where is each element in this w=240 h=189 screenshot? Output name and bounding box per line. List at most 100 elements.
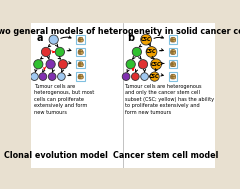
Circle shape <box>80 50 83 53</box>
Circle shape <box>78 39 81 42</box>
Circle shape <box>80 50 83 52</box>
Circle shape <box>170 64 173 67</box>
Circle shape <box>172 39 175 42</box>
Circle shape <box>173 64 176 67</box>
Circle shape <box>170 75 173 78</box>
Circle shape <box>79 52 82 54</box>
Circle shape <box>172 50 174 52</box>
Text: Cancer stem cell model: Cancer stem cell model <box>113 151 218 160</box>
Circle shape <box>171 62 174 65</box>
FancyBboxPatch shape <box>31 23 215 168</box>
Circle shape <box>141 34 151 45</box>
Circle shape <box>171 75 174 78</box>
Text: CSC: CSC <box>146 50 157 54</box>
Circle shape <box>81 52 83 54</box>
Circle shape <box>172 52 175 54</box>
Text: Tumour cells are heterogenous
and only the cancer stem cell
subset (CSC; yellow): Tumour cells are heterogenous and only t… <box>125 84 214 115</box>
Circle shape <box>170 63 173 66</box>
Circle shape <box>146 46 157 57</box>
Circle shape <box>170 76 173 79</box>
Circle shape <box>173 50 176 53</box>
Circle shape <box>80 52 83 54</box>
Circle shape <box>81 50 83 53</box>
Circle shape <box>80 64 83 67</box>
Circle shape <box>79 50 82 53</box>
Circle shape <box>141 73 148 81</box>
Circle shape <box>79 39 82 42</box>
Circle shape <box>132 73 139 81</box>
Circle shape <box>171 63 174 66</box>
Circle shape <box>173 75 176 78</box>
Circle shape <box>172 75 175 78</box>
Circle shape <box>80 74 83 77</box>
Circle shape <box>81 38 83 41</box>
Circle shape <box>172 63 175 66</box>
Circle shape <box>81 39 83 42</box>
Circle shape <box>170 38 173 41</box>
Circle shape <box>170 50 173 53</box>
Circle shape <box>39 73 47 81</box>
Text: CSC: CSC <box>151 62 162 67</box>
Circle shape <box>173 62 175 65</box>
Circle shape <box>58 73 65 81</box>
Circle shape <box>79 37 82 40</box>
Circle shape <box>171 76 174 79</box>
Circle shape <box>173 38 176 41</box>
Circle shape <box>79 62 82 65</box>
Circle shape <box>79 50 82 52</box>
Circle shape <box>46 60 55 69</box>
Circle shape <box>171 39 174 42</box>
Circle shape <box>173 63 176 66</box>
Circle shape <box>172 76 175 79</box>
Circle shape <box>171 50 174 53</box>
Circle shape <box>173 50 175 52</box>
Circle shape <box>78 75 81 78</box>
Text: a: a <box>37 33 43 43</box>
Circle shape <box>172 62 174 65</box>
Circle shape <box>173 37 175 40</box>
Circle shape <box>78 50 81 53</box>
Text: Tumour cells are
heterogenous, but most
cells can proliferate
extensively and fo: Tumour cells are heterogenous, but most … <box>35 84 95 115</box>
Circle shape <box>81 76 83 79</box>
Circle shape <box>138 60 148 69</box>
Circle shape <box>173 74 175 77</box>
Circle shape <box>81 63 83 66</box>
Circle shape <box>79 75 82 78</box>
Circle shape <box>80 62 83 65</box>
Circle shape <box>122 73 130 81</box>
Circle shape <box>31 73 38 81</box>
Text: Clonal evolution model: Clonal evolution model <box>4 151 108 160</box>
Circle shape <box>58 60 68 69</box>
Circle shape <box>78 37 81 40</box>
Circle shape <box>132 47 141 57</box>
Circle shape <box>41 47 51 57</box>
Circle shape <box>172 74 174 77</box>
Text: CSC: CSC <box>141 37 151 42</box>
Circle shape <box>49 35 58 44</box>
Circle shape <box>78 62 81 65</box>
Circle shape <box>79 64 82 67</box>
Circle shape <box>48 73 56 81</box>
Circle shape <box>78 38 81 41</box>
Circle shape <box>171 74 174 77</box>
Circle shape <box>173 39 176 42</box>
Circle shape <box>78 64 81 67</box>
Circle shape <box>171 64 174 67</box>
Circle shape <box>80 75 83 78</box>
Circle shape <box>79 63 82 66</box>
Circle shape <box>151 59 162 70</box>
Circle shape <box>79 38 82 41</box>
Circle shape <box>81 75 83 78</box>
Circle shape <box>79 74 82 77</box>
Circle shape <box>80 38 83 41</box>
Circle shape <box>79 76 82 79</box>
Circle shape <box>78 50 81 52</box>
Circle shape <box>80 37 83 40</box>
Circle shape <box>55 47 65 57</box>
Circle shape <box>80 63 83 66</box>
Text: Two general models of heterogeneity in solid cancer cells: Two general models of heterogeneity in s… <box>0 26 240 36</box>
Circle shape <box>171 37 174 40</box>
Circle shape <box>170 39 173 42</box>
Circle shape <box>81 64 83 67</box>
Text: CSC: CSC <box>149 74 160 79</box>
